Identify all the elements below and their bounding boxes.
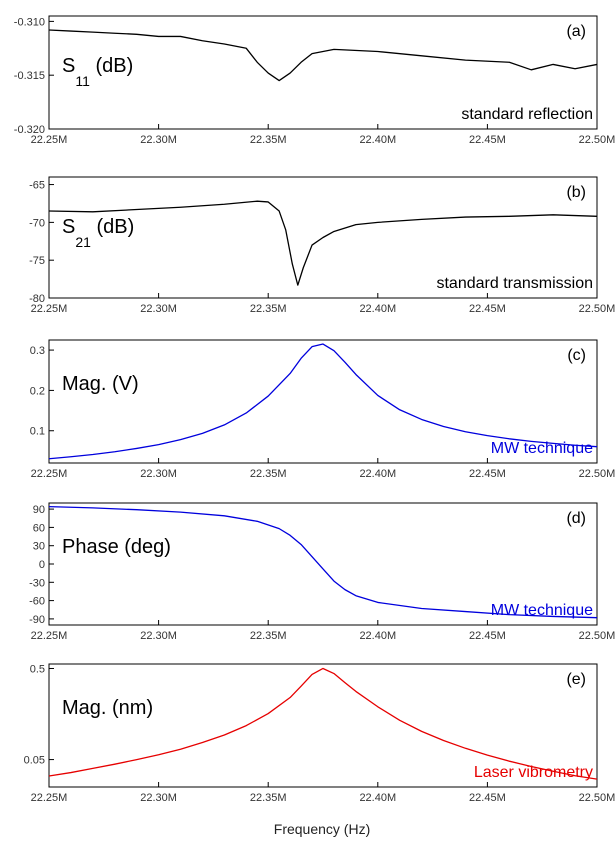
x-tick-label: 22.25M	[31, 630, 68, 642]
y-tick-label: 0.3	[30, 345, 45, 357]
x-tick-label: 22.40M	[359, 468, 396, 480]
series-line	[48, 667, 598, 780]
y-axis-label-unit: (dB)	[90, 55, 133, 77]
plot-frame	[48, 339, 598, 464]
y-axis-label-main: Phase (deg)	[62, 536, 171, 558]
x-tick-label: 22.50M	[579, 630, 616, 642]
y-tick-label: -60	[29, 596, 45, 608]
x-tick-label: 22.25M	[31, 303, 68, 315]
y-tick-label: -75	[29, 255, 45, 267]
panel-annotation: MW technique	[491, 602, 593, 619]
series-line	[48, 506, 598, 619]
y-axis-label: Mag. (V)	[62, 373, 139, 395]
y-tick-label: 60	[33, 522, 45, 534]
x-tick-label: 22.40M	[359, 303, 396, 315]
x-axis-title-text: Frequency (Hz)	[274, 821, 370, 837]
plot-frame	[48, 663, 598, 788]
x-tick-label: 22.30M	[140, 134, 177, 146]
panel-annotation: MW technique	[491, 440, 593, 457]
y-tick-label: -0.310	[14, 16, 45, 28]
panel-e: 22.25M 22.30M 22.35M 22.40M 22.45M 22.50M 0.5 0…	[24, 663, 616, 804]
x-tick-label: 22.30M	[140, 303, 177, 315]
y-tick-label: -90	[29, 614, 45, 626]
x-tick-label: 22.45M	[469, 630, 506, 642]
panel-annotation: standard reflection	[461, 106, 593, 123]
y-axis-label-main: S	[62, 55, 75, 77]
x-tick-label: 22.45M	[469, 792, 506, 804]
y-axis-label-main: Mag. (V)	[62, 373, 139, 395]
x-tick-label: 22.35M	[250, 303, 287, 315]
panel-letter: (d)	[566, 510, 586, 527]
x-tick-label: 22.45M	[469, 468, 506, 480]
y-tick-label: -0.320	[14, 124, 45, 136]
y-tick-label: -70	[29, 217, 45, 229]
panel-d: 22.25M 22.30M 22.35M 22.40M 22.45M 22.50M 90 60…	[29, 502, 616, 642]
panel-letter: (a)	[566, 23, 586, 40]
series-line	[48, 29, 598, 82]
panel-c: 22.25M 22.30M 22.35M 22.40M 22.45M 22.50M 0.3 0…	[30, 339, 616, 480]
y-tick-label: 90	[33, 504, 45, 516]
x-tick-label: 22.35M	[250, 792, 287, 804]
x-tick-label: 22.45M	[469, 303, 506, 315]
plot-frame	[48, 15, 598, 130]
x-tick-label: 22.40M	[359, 630, 396, 642]
panel-b: 22.25M 22.30M 22.35M 22.40M 22.45M 22.50M -65 -…	[29, 176, 616, 315]
x-axis-title: Frequency (Hz)	[274, 821, 370, 837]
x-tick-label: 22.50M	[579, 303, 616, 315]
x-tick-label: 22.50M	[579, 792, 616, 804]
y-tick-label: -65	[29, 180, 45, 192]
panel-letter: (c)	[567, 347, 586, 364]
y-tick-label: 30	[33, 541, 45, 553]
panel-letter: (b)	[566, 184, 586, 201]
x-tick-label: 22.25M	[31, 792, 68, 804]
panel-letter: (e)	[566, 671, 586, 688]
y-tick-label: 0.2	[30, 385, 45, 397]
y-axis-label-subscript: 11	[75, 73, 90, 89]
y-tick-label: -0.315	[14, 70, 45, 82]
y-axis-label: S11 (dB)	[62, 55, 133, 89]
y-axis-label-subscript: 21	[75, 234, 91, 250]
x-tick-label: 22.35M	[250, 134, 287, 146]
x-tick-label: 22.30M	[140, 630, 177, 642]
x-tick-label: 22.25M	[31, 468, 68, 480]
x-tick-label: 22.40M	[359, 792, 396, 804]
plot-frame	[48, 176, 598, 299]
y-axis-label: Phase (deg)	[62, 536, 171, 558]
y-tick-label: 0.1	[30, 426, 45, 438]
y-tick-label: -30	[29, 577, 45, 589]
y-axis-label-main: Mag. (nm)	[62, 697, 153, 719]
x-tick-label: 22.50M	[579, 468, 616, 480]
y-tick-label: -80	[29, 293, 45, 305]
series-line	[48, 343, 598, 460]
x-tick-label: 22.30M	[140, 792, 177, 804]
x-tick-label: 22.30M	[140, 468, 177, 480]
x-tick-label: 22.45M	[469, 134, 506, 146]
y-axis-label: Mag. (nm)	[62, 697, 153, 719]
panel-annotation: standard transmission	[436, 275, 593, 292]
y-axis-label: S21 (dB)	[62, 216, 134, 250]
series-line	[48, 200, 598, 286]
x-tick-label: 22.25M	[31, 134, 68, 146]
x-tick-label: 22.35M	[250, 468, 287, 480]
y-axis-label-unit: (dB)	[91, 216, 134, 238]
x-tick-label: 22.35M	[250, 630, 287, 642]
x-tick-label: 22.50M	[579, 134, 616, 146]
y-tick-label: 0.05	[24, 755, 45, 767]
panel-annotation: Laser vibrometry	[474, 764, 593, 781]
y-tick-label: 0.5	[30, 663, 45, 675]
y-tick-label: 0	[39, 559, 45, 571]
y-axis-label-main: S	[62, 216, 75, 238]
panel-a: 22.25M 22.30M 22.35M 22.40M 22.45M 22.50M -0.3…	[14, 15, 616, 146]
x-tick-label: 22.40M	[359, 134, 396, 146]
